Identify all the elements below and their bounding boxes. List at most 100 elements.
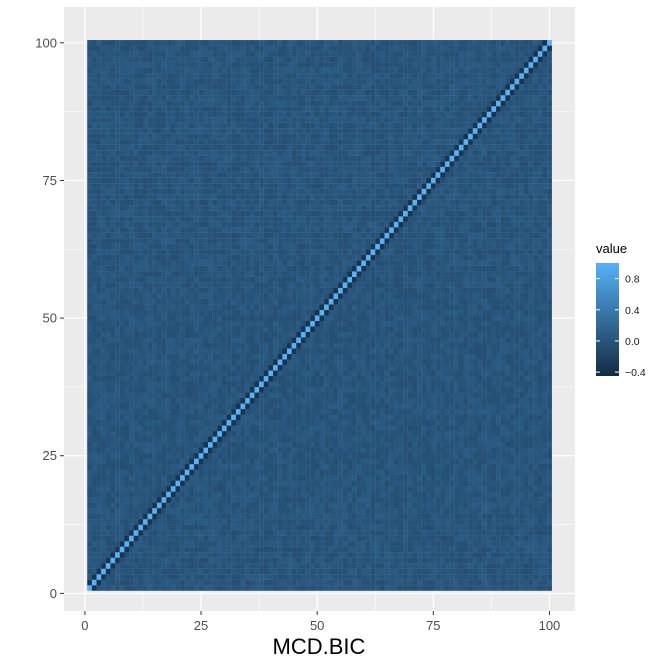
heatmap-tile [198, 552, 204, 558]
heatmap-tile [305, 315, 311, 321]
heatmap-tile [166, 414, 171, 421]
heatmap-tile [115, 56, 120, 63]
heatmap-tile [217, 414, 223, 421]
heatmap-tile [212, 397, 218, 404]
heatmap-tile [184, 579, 190, 586]
heatmap-tile [310, 585, 316, 591]
heatmap-tile [110, 546, 116, 553]
heatmap-tile [300, 557, 306, 564]
heatmap-tile [259, 552, 264, 558]
heatmap-tile [286, 122, 292, 129]
heatmap-tile [300, 282, 306, 288]
heatmap-tile [170, 403, 176, 410]
heatmap-tile [184, 205, 190, 211]
heatmap-tile [235, 194, 241, 200]
heatmap-tile [305, 364, 311, 371]
heatmap-tile [184, 298, 190, 305]
heatmap-tile [310, 309, 316, 316]
heatmap-tile [305, 78, 311, 85]
heatmap-tile [212, 232, 218, 239]
heatmap-tile [180, 227, 185, 233]
heatmap-tile [263, 205, 269, 211]
heatmap-tile [249, 337, 255, 344]
diagonal-tile [203, 447, 209, 454]
heatmap-tile [263, 111, 269, 118]
heatmap-tile [180, 73, 185, 79]
heatmap-tile [300, 342, 306, 349]
heatmap-tile [203, 73, 209, 79]
heatmap-tile [180, 139, 185, 145]
heatmap-tile [231, 51, 237, 57]
heatmap-tile [217, 282, 223, 288]
heatmap-tile [105, 161, 111, 167]
heatmap-tile [119, 89, 125, 96]
heatmap-tile [314, 282, 320, 288]
heatmap-tile [198, 381, 204, 388]
heatmap-tile [175, 408, 181, 415]
heatmap-tile [259, 161, 264, 167]
heatmap-tile [91, 249, 97, 255]
heatmap-tile [147, 122, 153, 129]
heatmap-tile [240, 579, 246, 586]
heatmap-tile [194, 84, 199, 90]
heatmap-tile [198, 260, 204, 266]
heatmap-tile [296, 568, 302, 575]
heatmap-tile [212, 568, 218, 575]
heatmap-tile [96, 210, 102, 217]
heatmap-tile [286, 271, 292, 277]
heatmap-tile [314, 287, 320, 294]
heatmap-tile [166, 139, 171, 145]
heatmap-tile [110, 100, 116, 107]
heatmap-tile [124, 122, 130, 129]
heatmap-tile [226, 447, 232, 454]
heatmap-tile [245, 425, 250, 432]
heatmap-tile [282, 183, 288, 189]
heatmap-tile [245, 260, 250, 266]
heatmap-tile [217, 232, 223, 239]
heatmap-tile [156, 95, 162, 101]
heatmap-tile [282, 436, 288, 443]
heatmap-tile [259, 397, 264, 404]
heatmap-tile [310, 221, 316, 228]
heatmap-tile [310, 287, 316, 294]
heatmap-tile [254, 216, 260, 222]
heatmap-tile [291, 144, 297, 151]
heatmap-tile [217, 133, 223, 140]
heatmap-tile [119, 441, 125, 448]
heatmap-tile [203, 133, 209, 140]
heatmap-tile [277, 304, 283, 310]
heatmap-tile [101, 430, 106, 437]
heatmap-tile [152, 276, 158, 283]
heatmap-tile [217, 73, 223, 79]
heatmap-tile [115, 238, 120, 244]
heatmap-tile [96, 183, 102, 189]
heatmap-tile [110, 579, 116, 586]
heatmap-tile [221, 95, 227, 101]
heatmap-tile [96, 133, 102, 140]
heatmap-tile [217, 458, 223, 465]
diagonal-tile [254, 386, 260, 393]
heatmap-tile [300, 106, 306, 112]
heatmap-tile [300, 73, 306, 79]
heatmap-tile [142, 260, 148, 266]
heatmap-tile [133, 260, 139, 266]
heatmap-tile [147, 199, 153, 206]
heatmap-tile [254, 183, 260, 189]
heatmap-tile [259, 519, 264, 525]
heatmap-tile [314, 326, 320, 332]
heatmap-tile [203, 546, 209, 553]
heatmap-tile [161, 293, 167, 299]
heatmap-tile [254, 320, 260, 327]
heatmap-tile [300, 486, 306, 492]
heatmap-tile [142, 557, 148, 564]
heatmap-tile [296, 381, 302, 388]
heatmap-tile [115, 232, 120, 239]
heatmap-tile [105, 480, 111, 487]
heatmap-tile [138, 199, 144, 206]
heatmap-tile [124, 519, 130, 525]
heatmap-tile [198, 139, 204, 145]
heatmap-tile [310, 359, 316, 366]
heatmap-tile [156, 51, 162, 57]
heatmap-tile [87, 56, 93, 63]
heatmap-tile [249, 375, 255, 382]
